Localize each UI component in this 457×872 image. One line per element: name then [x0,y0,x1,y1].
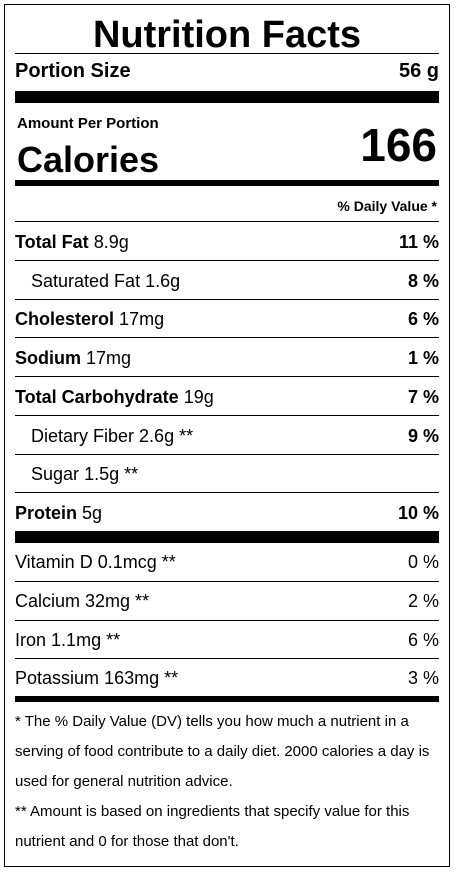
nutrient-row-saturated-fat: Saturated Fat 1.6g 8 % [15,270,439,292]
nutrient-amount: 19g [183,387,214,407]
nutrient-row-dietary-fiber: Dietary Fiber 2.6g ** 9 % [15,425,439,447]
nutrient-amount: 32mg ** [85,591,150,611]
nutrient-row-protein: Protein 5g 10 % [15,502,439,524]
nutrient-name: Potassium [15,668,100,688]
nutrient-amount: 5g [82,503,103,523]
nutrient-amount: 163mg ** [104,668,179,688]
medium-divider [15,696,439,702]
nutrient-name: Protein [15,503,78,523]
footnote-ingredients: ** Amount is based on ingredients that s… [15,803,410,850]
nutrient-row-sugar: Sugar 1.5g ** [15,463,439,485]
calories-label: Calories [17,139,160,180]
nutrient-name: Calcium [15,591,81,611]
nutrient-amount: 17mg [86,348,132,368]
footnote-daily-value: * The % Daily Value (DV) tells you how m… [15,713,430,790]
micro-row-vitamin-d: Vitamin D 0.1mcg ** 0 % [15,551,439,573]
nutrient-name: Sugar [31,464,80,484]
divider [15,221,439,222]
nutrient-dv: 10 % [397,503,439,523]
divider [15,658,439,659]
micro-row-calcium: Calcium 32mg ** 2 % [15,590,439,612]
nutrient-name: Sodium [15,348,81,368]
nutrient-dv: 1 % [407,348,439,368]
footnotes: * The % Daily Value (DV) tells you how m… [15,707,435,857]
nutrient-dv: 3 % [407,668,439,688]
nutrient-name: Dietary Fiber [31,426,135,446]
nutrient-dv: 0 % [407,552,439,572]
nutrient-amount: 1.5g ** [84,464,139,484]
divider [15,260,439,261]
nutrient-dv: 9 % [407,426,439,446]
nutrient-row-sodium: Sodium 17mg 1 % [15,347,439,369]
nutrient-name: Total Fat [15,232,89,252]
divider [15,337,439,338]
divider [15,581,439,582]
divider [15,620,439,621]
portion-row: Portion Size 56 g [15,60,439,82]
portion-label: Portion Size [15,60,131,82]
nutrient-row-total-carbohydrate: Total Carbohydrate 19g 7 % [15,386,439,408]
portion-value: 56 g [398,60,439,82]
nutrient-amount: 17mg [119,309,165,329]
nutrient-dv: 7 % [407,387,439,407]
divider [15,299,439,300]
nutrient-dv: 11 % [398,232,439,252]
divider [15,376,439,377]
nutrient-row-total-fat: Total Fat 8.9g 11 % [15,231,439,253]
nutrient-dv: 2 % [407,591,439,611]
nutrient-name: Vitamin D [15,552,93,572]
nutrition-label: Nutrition Facts Portion Size 56 g Amount… [4,4,450,867]
amount-per-portion: Amount Per Portion [17,115,159,132]
nutrient-amount: 8.9g [93,232,129,252]
nutrient-name: Total Carbohydrate [15,387,179,407]
micro-row-iron: Iron 1.1mg ** 6 % [15,629,439,651]
medium-divider [15,180,439,186]
nutrient-amount: 1.6g [145,271,181,291]
nutrient-amount: 1.1mg ** [51,630,121,650]
nutrient-dv: 6 % [407,309,439,329]
divider [15,492,439,493]
divider [15,454,439,455]
daily-value-header: % Daily Value * [337,198,437,214]
nutrient-name: Saturated Fat [31,271,141,291]
label-title: Nutrition Facts [92,14,362,56]
nutrient-dv: 8 % [407,271,439,291]
divider [15,53,439,54]
nutrient-dv: 6 % [407,630,439,650]
thick-divider [15,531,439,543]
nutrient-amount: 2.6g ** [139,426,194,446]
nutrient-row-cholesterol: Cholesterol 17mg 6 % [15,308,439,330]
micro-row-potassium: Potassium 163mg ** 3 % [15,667,439,689]
nutrient-name: Iron [15,630,47,650]
nutrient-amount: 0.1mcg ** [97,552,176,572]
divider [15,415,439,416]
calories-value: 166 [360,119,437,171]
nutrient-name: Cholesterol [15,309,115,329]
thick-divider [15,91,439,103]
